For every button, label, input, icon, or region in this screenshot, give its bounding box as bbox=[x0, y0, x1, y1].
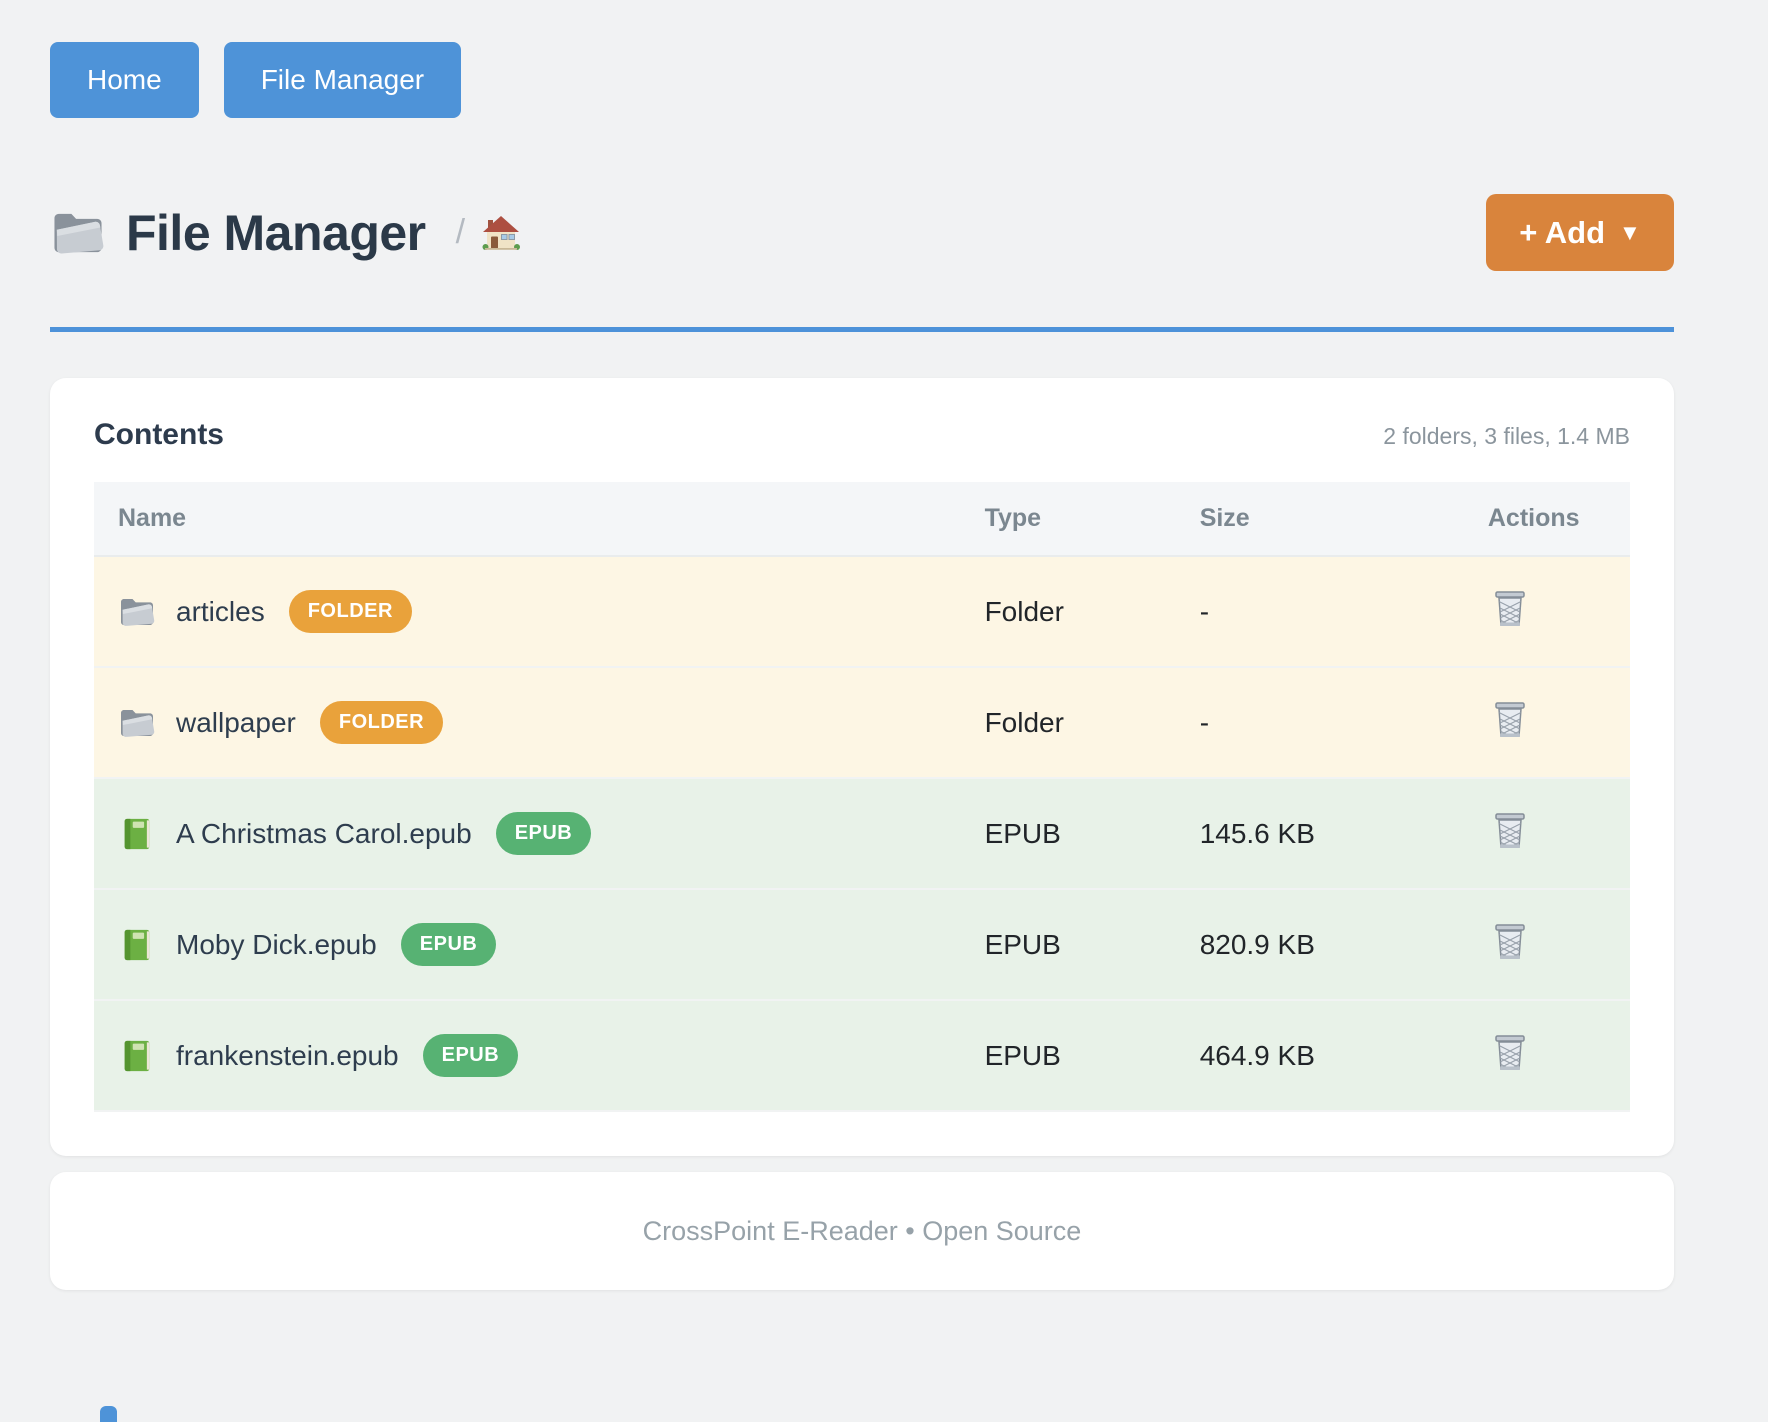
add-button-label: + Add bbox=[1519, 214, 1606, 250]
file-size: 820.9 KB bbox=[1175, 889, 1464, 1001]
file-name[interactable]: wallpaper bbox=[176, 706, 296, 738]
file-type: EPUB bbox=[960, 1000, 1176, 1112]
file-name[interactable]: articles bbox=[176, 595, 265, 627]
trash-icon bbox=[1492, 922, 1528, 964]
contents-title: Contents bbox=[94, 418, 224, 451]
book-icon bbox=[118, 927, 156, 963]
type-badge: FOLDER bbox=[288, 590, 412, 633]
table-row: A Christmas Carol.epub EPUB EPUB 145.6 K… bbox=[94, 778, 1630, 890]
add-button[interactable]: + Add ▼ bbox=[1486, 194, 1674, 271]
column-header-size: Size bbox=[1175, 482, 1464, 557]
book-icon bbox=[118, 1038, 156, 1074]
folder-icon bbox=[118, 705, 156, 741]
nav-button-home[interactable]: Home bbox=[50, 42, 199, 118]
file-size: 145.6 KB bbox=[1175, 778, 1464, 890]
contents-card: Contents 2 folders, 3 files, 1.4 MB Name… bbox=[50, 378, 1674, 1156]
trash-icon bbox=[1492, 700, 1528, 742]
column-header-name: Name bbox=[94, 482, 961, 557]
house-icon[interactable] bbox=[481, 214, 521, 252]
title-divider bbox=[50, 327, 1674, 332]
contents-card-header: Contents 2 folders, 3 files, 1.4 MB bbox=[94, 418, 1630, 452]
partially-visible-button[interactable] bbox=[100, 1406, 117, 1422]
page-header: File Manager / + Add ▼ bbox=[50, 194, 1674, 271]
page: Home File Manager File Manager / + Add ▼… bbox=[0, 42, 1768, 1290]
file-type: Folder bbox=[960, 556, 1176, 668]
table-row: wallpaper FOLDER Folder - bbox=[94, 667, 1630, 779]
chevron-down-icon: ▼ bbox=[1619, 219, 1641, 245]
delete-button[interactable] bbox=[1488, 1029, 1532, 1079]
trash-icon bbox=[1492, 811, 1528, 853]
delete-button[interactable] bbox=[1488, 918, 1532, 968]
delete-button[interactable] bbox=[1488, 807, 1532, 857]
file-type: EPUB bbox=[960, 889, 1176, 1001]
file-type: EPUB bbox=[960, 778, 1176, 890]
footer-card: CrossPoint E-Reader • Open Source bbox=[50, 1172, 1674, 1290]
file-table-body: articles FOLDER Folder - wallpaper FOLDE… bbox=[94, 556, 1630, 1112]
file-table-header: Name Type Size Actions bbox=[94, 482, 1630, 557]
trash-icon bbox=[1492, 589, 1528, 631]
type-badge: FOLDER bbox=[319, 701, 444, 744]
contents-summary: 2 folders, 3 files, 1.4 MB bbox=[1383, 423, 1630, 449]
file-name[interactable]: A Christmas Carol.epub bbox=[176, 817, 472, 849]
column-header-actions: Actions bbox=[1463, 482, 1630, 557]
folder-icon bbox=[50, 208, 106, 258]
nav-button-file-manager[interactable]: File Manager bbox=[223, 42, 462, 118]
folder-icon bbox=[118, 594, 156, 630]
breadcrumb-separator: / bbox=[455, 213, 466, 251]
file-name[interactable]: frankenstein.epub bbox=[176, 1039, 399, 1071]
book-icon bbox=[118, 816, 156, 852]
type-badge: EPUB bbox=[495, 812, 592, 855]
trash-icon bbox=[1492, 1033, 1528, 1075]
file-size: 464.9 KB bbox=[1175, 1000, 1464, 1112]
file-table: Name Type Size Actions articles FOLDER F… bbox=[94, 482, 1630, 1112]
column-header-type: Type bbox=[960, 482, 1176, 557]
delete-button[interactable] bbox=[1488, 585, 1532, 635]
table-row: frankenstein.epub EPUB EPUB 464.9 KB bbox=[94, 1000, 1630, 1112]
type-badge: EPUB bbox=[400, 923, 497, 966]
table-row: articles FOLDER Folder - bbox=[94, 556, 1630, 668]
delete-button[interactable] bbox=[1488, 696, 1532, 746]
file-size: - bbox=[1175, 667, 1464, 779]
footer-text: CrossPoint E-Reader • Open Source bbox=[642, 1215, 1082, 1246]
top-navbar: Home File Manager bbox=[50, 42, 1674, 118]
table-row: Moby Dick.epub EPUB EPUB 820.9 KB bbox=[94, 889, 1630, 1001]
file-size: - bbox=[1175, 556, 1464, 668]
file-type: Folder bbox=[960, 667, 1176, 779]
type-badge: EPUB bbox=[422, 1034, 519, 1077]
file-name[interactable]: Moby Dick.epub bbox=[176, 928, 377, 960]
page-title: File Manager bbox=[126, 204, 426, 261]
